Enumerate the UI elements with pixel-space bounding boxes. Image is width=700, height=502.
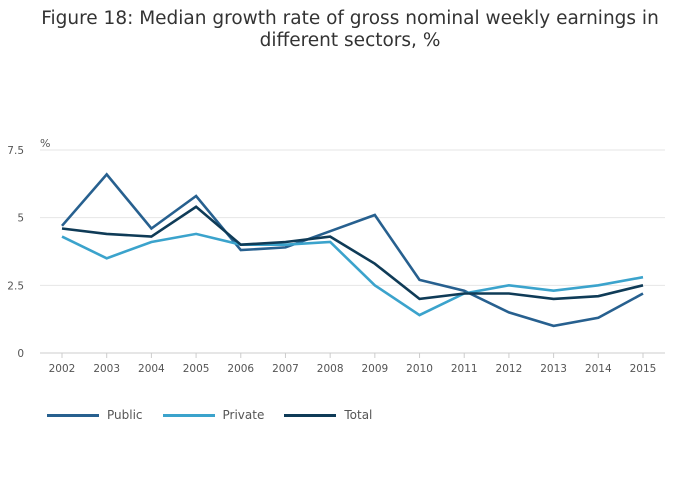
x-tick-label: 2014: [585, 363, 612, 375]
legend-item-public[interactable]: Public: [47, 408, 143, 422]
tick-labels: 0 2.5 5 7.5% 2002 2003 2004 2005 2006 2007 2008 200…: [7, 137, 656, 375]
legend: Public Private Total: [47, 408, 392, 422]
x-tick-label: 2012: [496, 363, 523, 375]
y-tick-label: 2.5: [7, 280, 24, 292]
legend-label: Public: [107, 408, 143, 422]
legend-item-private[interactable]: Private: [162, 408, 265, 422]
legend-label: Private: [222, 408, 265, 422]
legend-swatch: [162, 413, 215, 417]
chart-title-line-1: Figure 18: Median growth rate of gross n…: [41, 8, 659, 29]
y-tick-label: 0: [17, 348, 24, 360]
y-axis-label: %: [40, 137, 50, 150]
x-tick-label: 2010: [406, 363, 433, 375]
y-tick-label: 7.5: [7, 145, 24, 157]
x-tick-label: 2002: [49, 363, 76, 375]
series-line-private: [61, 232, 644, 317]
x-tick-label: 2003: [93, 363, 120, 375]
x-tick-label: 2011: [451, 363, 478, 375]
series-lines: [61, 172, 644, 328]
axes: [40, 352, 665, 358]
y-tick-label: 5: [17, 213, 24, 225]
legend-swatch: [47, 413, 99, 417]
x-tick-label: 2005: [183, 363, 210, 375]
x-tick-label: 2013: [540, 363, 567, 375]
grid-lines: [40, 149, 665, 286]
x-tick-label: 2008: [317, 363, 344, 375]
x-tick-label: 2015: [630, 363, 657, 375]
legend-item-total[interactable]: Total: [284, 408, 372, 422]
legend-swatch: [284, 413, 337, 417]
x-tick-label: 2009: [361, 363, 388, 375]
series-line-total: [61, 205, 644, 301]
chart-title-line-2: different sectors, %: [259, 30, 441, 51]
series-line-public: [61, 172, 644, 328]
x-tick-label: 2007: [272, 363, 299, 375]
chart-title: Figure 18: Median growth rate of gross n…: [0, 8, 700, 52]
legend-label: Total: [344, 408, 373, 422]
x-tick-label: 2004: [138, 363, 165, 375]
x-tick-label: 2006: [227, 363, 254, 375]
